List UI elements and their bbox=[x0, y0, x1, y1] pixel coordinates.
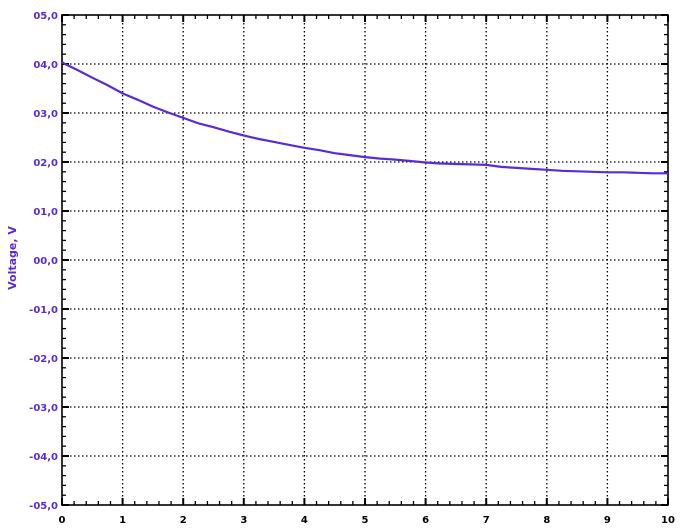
y-axis-title: Voltage, V bbox=[6, 226, 19, 290]
x-tick-label: 10 bbox=[661, 515, 675, 526]
x-tick-label: 7 bbox=[483, 515, 490, 526]
x-tick-labels: 0 1 2 3 4 5 6 7 8 9 10 bbox=[59, 515, 675, 526]
y-tick-label: -02,0 bbox=[29, 354, 58, 365]
y-tick-label: -05,0 bbox=[29, 501, 58, 512]
y-tick-label: 03,0 bbox=[33, 109, 58, 120]
y-tick-label: 04,0 bbox=[33, 60, 58, 71]
x-tick-label: 0 bbox=[59, 515, 66, 526]
y-tick-label: -01,0 bbox=[29, 305, 58, 316]
x-tick-label: 6 bbox=[422, 515, 429, 526]
series-layer bbox=[61, 61, 668, 175]
y-tick-label: 01,0 bbox=[33, 207, 58, 218]
y-tick-label: -03,0 bbox=[29, 403, 58, 414]
series-line-0 bbox=[61, 61, 668, 175]
y-tick-label: 02,0 bbox=[33, 158, 58, 169]
y-tick-label: 05,0 bbox=[33, 11, 58, 22]
x-tick-label: 9 bbox=[604, 515, 611, 526]
axes bbox=[61, 14, 669, 506]
y-tick-label: 00,0 bbox=[33, 256, 58, 267]
y-tick-labels: 05,0 04,0 03,0 02,0 01,0 00,0 -01,0 -02,0 -03,0 -… bbox=[29, 11, 58, 512]
x-tick-label: 8 bbox=[543, 515, 550, 526]
x-tick-label: 5 bbox=[362, 515, 369, 526]
x-tick-label: 2 bbox=[180, 515, 187, 526]
y-tick-label: -04,0 bbox=[29, 452, 58, 463]
x-tick-label: 1 bbox=[119, 515, 126, 526]
grid-lines bbox=[62, 15, 668, 505]
x-tick-label: 4 bbox=[301, 515, 308, 526]
x-tick-label: 3 bbox=[240, 515, 247, 526]
plot-frame bbox=[61, 14, 669, 506]
